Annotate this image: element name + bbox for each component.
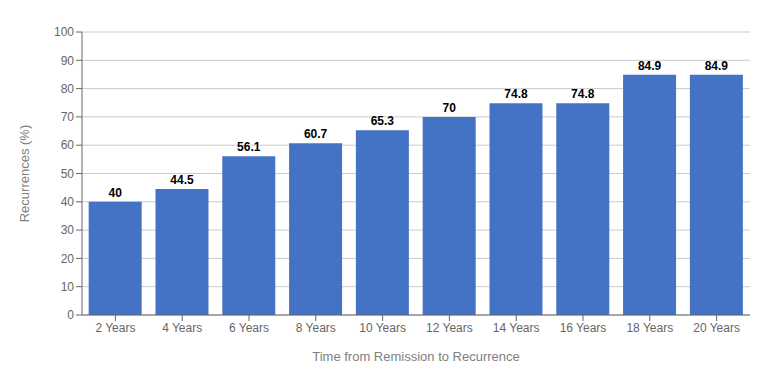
svg-text:16 Years: 16 Years — [560, 321, 607, 335]
svg-text:20 Years: 20 Years — [693, 321, 740, 335]
svg-text:74.8: 74.8 — [504, 87, 528, 101]
svg-text:6 Years: 6 Years — [229, 321, 269, 335]
svg-text:84.9: 84.9 — [638, 59, 662, 73]
svg-text:84.9: 84.9 — [705, 59, 729, 73]
svg-text:14 Years: 14 Years — [493, 321, 540, 335]
svg-text:Time from Remission to Recurre: Time from Remission to Recurrence — [312, 349, 520, 364]
svg-text:40: 40 — [109, 186, 123, 200]
svg-text:60: 60 — [61, 138, 75, 152]
svg-text:44.5: 44.5 — [170, 173, 194, 187]
svg-text:Recurrences (%): Recurrences (%) — [17, 125, 32, 223]
svg-text:50: 50 — [61, 167, 75, 181]
svg-text:80: 80 — [61, 82, 75, 96]
svg-text:74.8: 74.8 — [571, 87, 595, 101]
svg-text:65.3: 65.3 — [371, 114, 395, 128]
svg-text:0: 0 — [67, 308, 74, 322]
svg-text:30: 30 — [61, 223, 75, 237]
svg-text:10 Years: 10 Years — [359, 321, 406, 335]
svg-text:100: 100 — [54, 25, 74, 39]
svg-text:8 Years: 8 Years — [296, 321, 336, 335]
svg-text:12 Years: 12 Years — [426, 321, 473, 335]
svg-text:10: 10 — [61, 280, 75, 294]
svg-text:2 Years: 2 Years — [95, 321, 135, 335]
svg-text:60.7: 60.7 — [304, 127, 328, 141]
svg-text:18 Years: 18 Years — [626, 321, 673, 335]
svg-text:4 Years: 4 Years — [162, 321, 202, 335]
svg-text:90: 90 — [61, 54, 75, 68]
svg-text:40: 40 — [61, 195, 75, 209]
svg-text:56.1: 56.1 — [237, 140, 261, 154]
svg-text:20: 20 — [61, 252, 75, 266]
svg-text:70: 70 — [443, 101, 457, 115]
svg-text:70: 70 — [61, 110, 75, 124]
